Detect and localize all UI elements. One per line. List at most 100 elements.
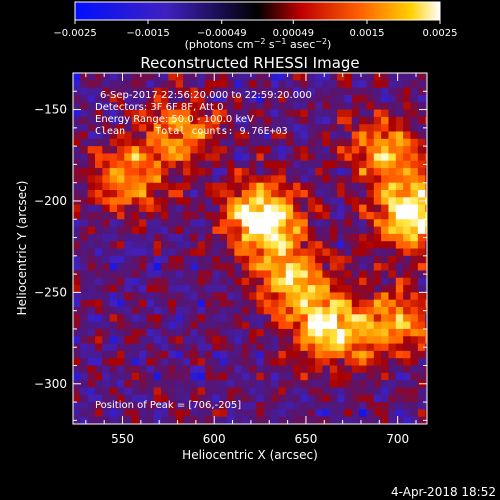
heatmap-pixel	[278, 80, 287, 89]
heatmap-pixel	[153, 307, 162, 315]
heatmap-pixel	[337, 299, 346, 308]
heatmap-pixel	[131, 350, 140, 359]
heatmap-pixel	[344, 343, 353, 352]
heatmap-pixel	[388, 168, 397, 176]
heatmap-pixel	[73, 146, 81, 155]
heatmap-pixel	[249, 182, 258, 191]
heatmap-pixel	[293, 336, 302, 345]
heatmap-pixel	[139, 204, 147, 213]
heatmap-pixel	[307, 175, 316, 184]
heatmap-pixel	[329, 124, 338, 133]
heatmap-pixel	[153, 80, 162, 89]
heatmap-pixel	[87, 94, 96, 103]
heatmap-pixel	[278, 270, 287, 279]
heatmap-pixel	[344, 387, 353, 396]
heatmap-pixel	[366, 197, 375, 206]
heatmap-pixel	[285, 343, 294, 352]
heatmap-pixel	[227, 336, 236, 345]
heatmap-pixel	[329, 175, 338, 184]
heatmap-pixel	[425, 255, 427, 264]
heatmap-pixel	[87, 394, 96, 403]
heatmap-pixel	[205, 285, 213, 293]
heatmap-pixel	[124, 160, 133, 169]
heatmap-pixel	[263, 94, 272, 103]
heatmap-pixel	[153, 146, 162, 155]
heatmap-pixel	[168, 80, 177, 89]
heatmap-pixel	[146, 175, 155, 184]
heatmap-pixel	[95, 204, 103, 213]
heatmap-pixel	[249, 219, 258, 228]
heatmap-pixel	[161, 285, 169, 293]
heatmap-pixel	[205, 116, 213, 125]
heatmap-pixel	[102, 146, 111, 155]
heatmap-pixel	[403, 131, 412, 140]
heatmap-pixel	[197, 350, 206, 359]
heatmap-pixel	[322, 116, 331, 125]
heatmap-pixel	[256, 168, 265, 176]
heatmap-pixel	[153, 190, 162, 198]
heatmap-pixel	[153, 277, 162, 286]
heatmap-pixel	[388, 131, 397, 140]
heatmap-pixel	[388, 109, 397, 118]
heatmap-pixel	[256, 299, 265, 308]
heatmap-pixel	[131, 102, 140, 111]
heatmap-pixel	[219, 109, 228, 118]
heatmap-pixel	[219, 175, 228, 184]
heatmap-pixel	[241, 190, 250, 198]
heatmap-pixel	[351, 292, 360, 301]
heatmap-pixel	[366, 387, 375, 396]
heatmap-pixel	[219, 160, 228, 169]
heatmap-pixel	[87, 409, 96, 418]
heatmap-pixel	[131, 182, 140, 191]
heatmap-pixel	[395, 116, 404, 125]
heatmap-pixel	[95, 146, 103, 155]
heatmap-pixel	[337, 204, 346, 213]
heatmap-pixel	[190, 131, 199, 140]
heatmap-pixel	[271, 182, 280, 191]
heatmap-pixel	[366, 372, 375, 381]
heatmap-pixel	[256, 124, 265, 133]
heatmap-pixel	[337, 292, 346, 301]
heatmap-pixel	[366, 138, 375, 147]
heatmap-pixel	[117, 153, 125, 162]
heatmap-pixel	[73, 350, 81, 359]
heatmap-pixel	[95, 190, 103, 198]
heatmap-pixel	[271, 292, 280, 301]
heatmap-pixel	[117, 270, 125, 279]
heatmap-pixel	[212, 299, 221, 308]
heatmap-pixel	[80, 255, 89, 264]
heatmap-pixel	[278, 387, 287, 396]
heatmap-pixel	[109, 343, 118, 352]
heatmap-pixel	[403, 168, 412, 176]
heatmap-pixel	[256, 190, 265, 198]
heatmap-pixel	[183, 80, 191, 89]
heatmap-pixel	[263, 255, 272, 264]
peak-position-label: Position of Peak = [706,-205]	[95, 400, 241, 411]
heatmap-pixel	[315, 182, 324, 191]
heatmap-pixel	[388, 146, 397, 155]
y-tick-label: −200	[34, 194, 67, 208]
heatmap-pixel	[175, 292, 184, 301]
heatmap-pixel	[87, 175, 96, 184]
heatmap-pixel	[73, 94, 81, 103]
heatmap-pixel	[183, 380, 191, 389]
heatmap-pixel	[95, 131, 103, 140]
heatmap-pixel	[381, 73, 390, 81]
heatmap-pixel	[410, 168, 419, 176]
heatmap-pixel	[417, 387, 426, 396]
heatmap-pixel	[73, 131, 81, 140]
heatmap-pixel	[278, 124, 287, 133]
heatmap-pixel	[197, 146, 206, 155]
heatmap-pixel	[300, 409, 309, 418]
heatmap-pixel	[175, 416, 184, 424]
heatmap-pixel	[190, 102, 199, 111]
heatmap-pixel	[117, 94, 125, 103]
heatmap-pixel	[117, 131, 125, 140]
heatmap-pixel	[351, 226, 360, 235]
heatmap-pixel	[366, 116, 375, 125]
heatmap-pixel	[256, 336, 265, 345]
heatmap-pixel	[95, 387, 103, 396]
heatmap-pixel	[109, 197, 118, 206]
heatmap-pixel	[359, 285, 368, 293]
heatmap-pixel	[241, 314, 250, 323]
